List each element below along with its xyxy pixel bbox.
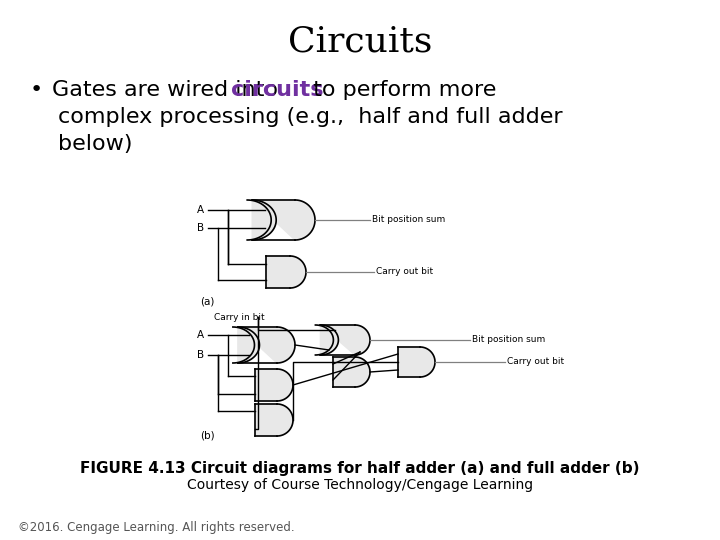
Text: Gates are wired into: Gates are wired into [52,80,285,100]
Polygon shape [255,369,293,401]
Polygon shape [333,357,370,387]
Text: Bit position sum: Bit position sum [472,335,545,345]
Text: complex processing (e.g.,  half and full adder: complex processing (e.g., half and full … [58,107,562,127]
Text: Bit position sum: Bit position sum [372,215,445,225]
Polygon shape [320,325,370,355]
Text: circuits: circuits [230,80,323,100]
Text: Carry in bit: Carry in bit [214,313,265,321]
Text: A: A [197,330,204,340]
Text: (b): (b) [200,430,215,440]
Text: (a): (a) [200,296,215,306]
Text: ©2016. Cengage Learning. All rights reserved.: ©2016. Cengage Learning. All rights rese… [18,521,294,534]
Text: B: B [197,350,204,360]
Text: Carry out bit: Carry out bit [507,357,564,367]
Text: B: B [197,223,204,233]
Polygon shape [266,256,306,288]
Text: A: A [197,205,204,215]
Polygon shape [398,347,435,377]
Polygon shape [238,327,295,363]
Text: Circuits: Circuits [288,25,432,59]
Text: Carry out bit: Carry out bit [376,267,433,276]
Text: FIGURE 4.13 Circuit diagrams for half adder (a) and full adder (b): FIGURE 4.13 Circuit diagrams for half ad… [80,461,640,476]
Text: to perform more: to perform more [307,80,497,100]
Text: below): below) [58,134,132,154]
Text: Courtesy of Course Technology/Cengage Learning: Courtesy of Course Technology/Cengage Le… [187,478,533,492]
Polygon shape [252,200,315,240]
Text: •: • [30,80,43,100]
Polygon shape [255,404,293,436]
